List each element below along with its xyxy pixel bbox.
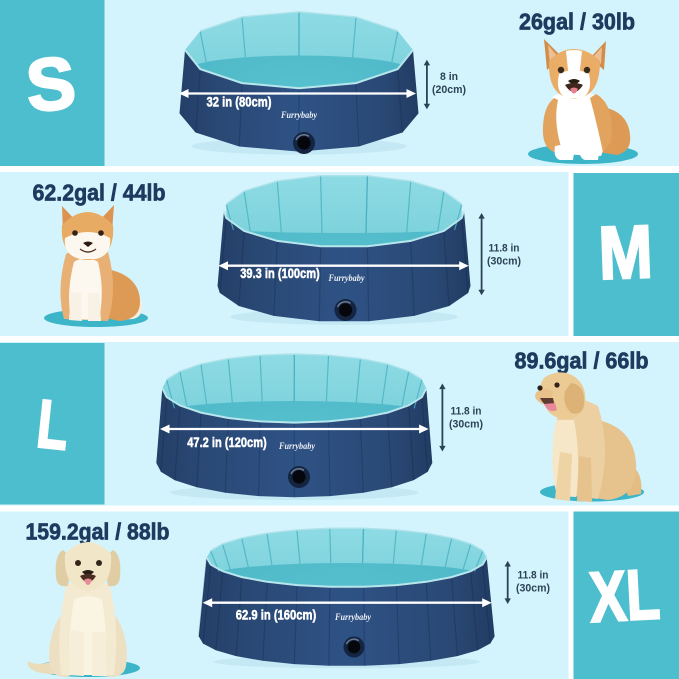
svg-text:89.6gal / 66lb: 89.6gal / 66lb — [515, 348, 649, 374]
svg-text:Furrybaby: Furrybaby — [328, 273, 365, 284]
svg-text:11.8 in: 11.8 in — [518, 570, 549, 582]
svg-text:(20cm): (20cm) — [432, 84, 466, 96]
svg-text:(30cm): (30cm) — [487, 256, 521, 268]
svg-text:62.9 in (160cm): 62.9 in (160cm) — [236, 607, 317, 623]
svg-text:Furrybaby: Furrybaby — [280, 110, 317, 121]
svg-text:62.2gal / 44lb: 62.2gal / 44lb — [33, 180, 166, 206]
svg-text:159.2gal / 88lb: 159.2gal / 88lb — [26, 519, 170, 545]
svg-text:(30cm): (30cm) — [449, 419, 483, 431]
svg-text:L: L — [34, 386, 73, 465]
svg-text:8 in: 8 in — [440, 71, 458, 83]
svg-text:XL: XL — [588, 555, 662, 638]
svg-text:11.8 in: 11.8 in — [489, 243, 520, 255]
svg-text:Furrybaby: Furrybaby — [334, 612, 371, 623]
svg-text:M: M — [597, 209, 654, 295]
svg-text:47.2 in (120cm): 47.2 in (120cm) — [187, 434, 267, 450]
svg-text:26gal / 30lb: 26gal / 30lb — [519, 9, 635, 35]
svg-text:Furrybaby: Furrybaby — [278, 441, 315, 452]
svg-text:32 in (80cm): 32 in (80cm) — [207, 94, 272, 110]
svg-text:39.3 in (100cm): 39.3 in (100cm) — [240, 265, 320, 281]
svg-text:(30cm): (30cm) — [516, 583, 550, 595]
svg-text:S: S — [23, 41, 79, 128]
svg-text:11.8 in: 11.8 in — [451, 406, 482, 418]
